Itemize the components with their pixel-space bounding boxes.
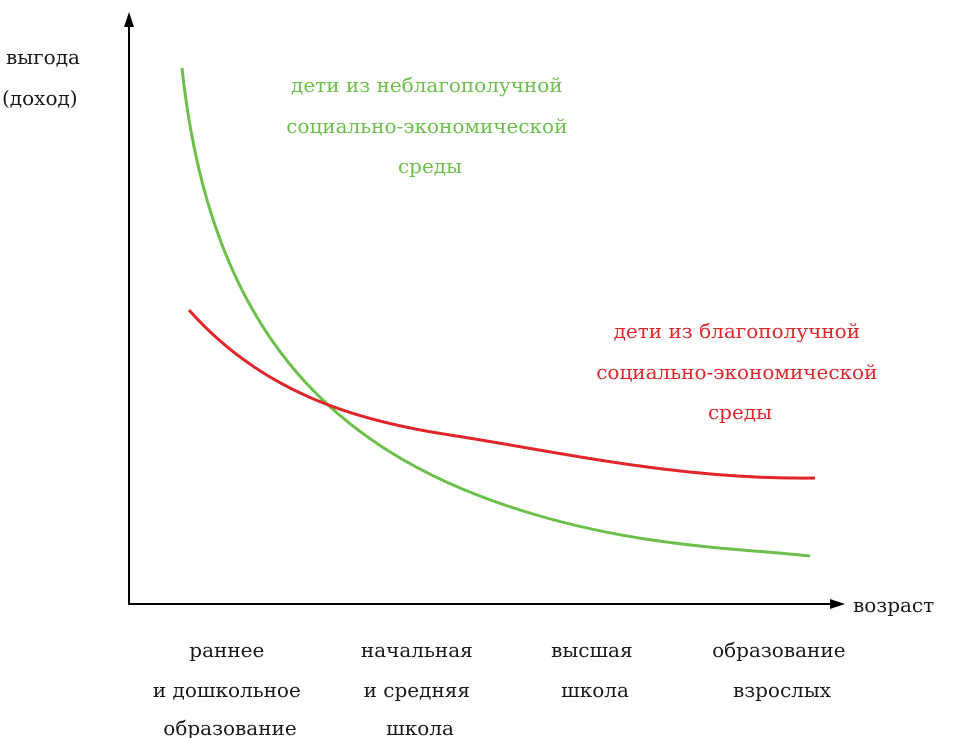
stage-label-preschool: раннее и дошкольное образование xyxy=(153,638,307,738)
stage-label-line: начальная xyxy=(361,638,473,662)
stage-label-line: и дошкольное xyxy=(153,678,301,702)
stage-label-higher: высшая школа xyxy=(551,638,639,702)
series-label-line: дети из неблагополучной xyxy=(291,73,563,97)
y-axis-label: выгода (доход) xyxy=(2,45,86,110)
series-label-line: среды xyxy=(398,154,462,178)
series-line-disadvantaged xyxy=(180,67,811,558)
axes xyxy=(124,12,845,609)
stage-label-adult: образование взрослых xyxy=(712,638,852,702)
series-label-disadvantaged: дети из неблагополучной социально-эконом… xyxy=(286,73,574,178)
x-axis-label: возраст xyxy=(853,593,934,617)
y-axis-label-line: (доход) xyxy=(2,86,78,110)
stage-label-line: взрослых xyxy=(733,678,832,702)
stage-label-line: и средняя xyxy=(364,678,470,702)
series-label-line: социально-экономической xyxy=(286,114,567,138)
stage-label-line: школа xyxy=(386,716,454,738)
y-axis-arrow xyxy=(124,12,134,27)
x-axis-arrow xyxy=(830,599,845,609)
y-axis-label-line: выгода xyxy=(6,45,80,69)
stage-label-line: образование xyxy=(163,716,296,738)
series-line-advantaged xyxy=(187,309,816,480)
stage-label-line: образование xyxy=(712,638,845,662)
stage-label-line: раннее xyxy=(189,638,264,662)
stage-label-line: высшая xyxy=(551,638,633,662)
series-label-advantaged: дети из благополучной социально-экономич… xyxy=(596,319,884,424)
stage-label-line: школа xyxy=(561,678,629,702)
stage-label-school: начальная и средняя школа xyxy=(361,638,479,738)
series-label-line: социально-экономической xyxy=(596,360,877,384)
series-label-line: среды xyxy=(708,400,772,424)
series-label-line: дети из благополучной xyxy=(614,319,860,343)
